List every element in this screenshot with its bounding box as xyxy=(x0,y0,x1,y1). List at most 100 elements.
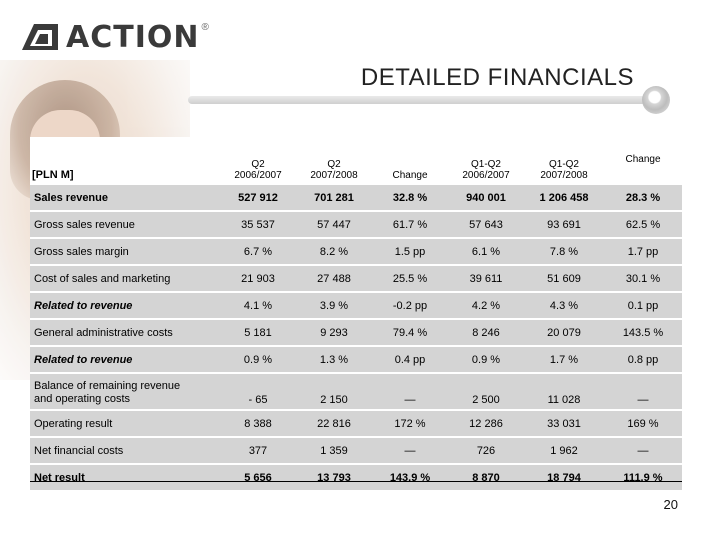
cell: 3.9 % xyxy=(296,291,372,319)
cell: 8 388 xyxy=(220,409,296,437)
cell: 25.5 % xyxy=(372,264,448,292)
cell: 0.9 % xyxy=(220,345,296,373)
row-label: Balance of remaining revenue and operatin… xyxy=(30,372,220,410)
cell: 57 447 xyxy=(296,210,372,238)
cell: 35 537 xyxy=(220,210,296,238)
cell: 18 794 xyxy=(524,463,604,490)
col-header-q2-2007: Q2 2007/2008 xyxy=(296,137,372,185)
cell: 1 359 xyxy=(296,436,372,464)
col-header-change-h1: Change xyxy=(604,137,682,185)
table-row: Related to revenue 4.1 % 3.9 % -0.2 pp 4… xyxy=(30,291,682,319)
cell: 8 246 xyxy=(448,318,524,346)
table-row: Gross sales margin 6.7 % 8.2 % 1.5 pp 6.… xyxy=(30,237,682,265)
table-row: Gross sales revenue 35 537 57 447 61.7 %… xyxy=(30,210,682,238)
cell: 5 656 xyxy=(220,463,296,490)
cell: 39 611 xyxy=(448,264,524,292)
cell: 57 643 xyxy=(448,210,524,238)
table-row: Cost of sales and marketing 21 903 27 48… xyxy=(30,264,682,292)
col-header-q1q2-2007: Q1-Q2 2007/2008 xyxy=(524,137,604,185)
cell: 1 206 458 xyxy=(524,185,604,211)
col-header-q2-2006: Q2 2006/2007 xyxy=(220,137,296,185)
row-label: Net financial costs xyxy=(30,436,220,464)
cell: 9 293 xyxy=(296,318,372,346)
cell: 111.9 % xyxy=(604,463,682,490)
row-label: Cost of sales and marketing xyxy=(30,264,220,292)
cell: 701 281 xyxy=(296,185,372,211)
cell: 0.9 % xyxy=(448,345,524,373)
cell: 1.5 pp xyxy=(372,237,448,265)
cell: 143.9 % xyxy=(372,463,448,490)
cell: 8.2 % xyxy=(296,237,372,265)
row-label: Net result xyxy=(30,463,220,490)
cell: 11 028 xyxy=(524,372,604,410)
table-row: Net result 5 656 13 793 143.9 % 8 870 18… xyxy=(30,463,682,490)
cell: 28.3 % xyxy=(604,185,682,211)
cell: 2 500 xyxy=(448,372,524,410)
cell: 940 001 xyxy=(448,185,524,211)
cell: 6.1 % xyxy=(448,237,524,265)
table-row: Balance of remaining revenue and operatin… xyxy=(30,372,682,410)
table-bottom-rule xyxy=(30,481,682,482)
cell: 12 286 xyxy=(448,409,524,437)
unit-label: [PLN M] xyxy=(30,137,220,185)
cell: 7.8 % xyxy=(524,237,604,265)
cell: 6.7 % xyxy=(220,237,296,265)
cell: 33 031 xyxy=(524,409,604,437)
action-logo: ACTION ® xyxy=(20,19,209,55)
cell: 172 % xyxy=(372,409,448,437)
title-knob-decoration xyxy=(642,86,670,114)
cell: 27 488 xyxy=(296,264,372,292)
cell: 1 962 xyxy=(524,436,604,464)
cell: 32.8 % xyxy=(372,185,448,211)
cell: 1.7 pp xyxy=(604,237,682,265)
cell: — xyxy=(604,436,682,464)
cell: 4.3 % xyxy=(524,291,604,319)
row-label: Gross sales revenue xyxy=(30,210,220,238)
table-row: Sales revenue 527 912 701 281 32.8 % 940… xyxy=(30,185,682,211)
cell: 62.5 % xyxy=(604,210,682,238)
cell: 527 912 xyxy=(220,185,296,211)
cell: 8 870 xyxy=(448,463,524,490)
row-label: Sales revenue xyxy=(30,185,220,211)
cell: -0.2 pp xyxy=(372,291,448,319)
table-header-row: [PLN M] Q2 2006/2007 Q2 2007/2008 Change Q… xyxy=(30,137,682,185)
table-row: General administrative costs 5 181 9 293… xyxy=(30,318,682,346)
cell: 377 xyxy=(220,436,296,464)
cell: - 65 xyxy=(220,372,296,410)
cell: 1.3 % xyxy=(296,345,372,373)
cell: 21 903 xyxy=(220,264,296,292)
cell: 5 181 xyxy=(220,318,296,346)
financials-table: [PLN M] Q2 2006/2007 Q2 2007/2008 Change Q… xyxy=(30,137,682,490)
cell: 143.5 % xyxy=(604,318,682,346)
cell: 0.4 pp xyxy=(372,345,448,373)
row-label: General administrative costs xyxy=(30,318,220,346)
col-header-change-q2: Change xyxy=(372,137,448,185)
cell: 726 xyxy=(448,436,524,464)
cell: 30.1 % xyxy=(604,264,682,292)
logo-text: ACTION xyxy=(66,19,200,55)
cell: 79.4 % xyxy=(372,318,448,346)
cell: — xyxy=(604,372,682,410)
cell: 20 079 xyxy=(524,318,604,346)
cell: 169 % xyxy=(604,409,682,437)
cell: 22 816 xyxy=(296,409,372,437)
cell: 61.7 % xyxy=(372,210,448,238)
row-label: Gross sales margin xyxy=(30,237,220,265)
cell: 2 150 xyxy=(296,372,372,410)
cell: 4.2 % xyxy=(448,291,524,319)
cell: 1.7 % xyxy=(524,345,604,373)
cell: — xyxy=(372,436,448,464)
cell: 0.1 pp xyxy=(604,291,682,319)
title-underline xyxy=(188,96,650,104)
cell: 13 793 xyxy=(296,463,372,490)
logo-icon xyxy=(22,24,58,50)
logo-registered-mark: ® xyxy=(201,22,209,33)
cell: 51 609 xyxy=(524,264,604,292)
cell: — xyxy=(372,372,448,410)
page-title: DETAILED FINANCIALS xyxy=(360,64,634,91)
table-row: Related to revenue 0.9 % 1.3 % 0.4 pp 0.… xyxy=(30,345,682,373)
cell: 4.1 % xyxy=(220,291,296,319)
row-label: Related to revenue xyxy=(30,291,220,319)
row-label: Operating result xyxy=(30,409,220,437)
page-number: 20 xyxy=(663,497,678,512)
